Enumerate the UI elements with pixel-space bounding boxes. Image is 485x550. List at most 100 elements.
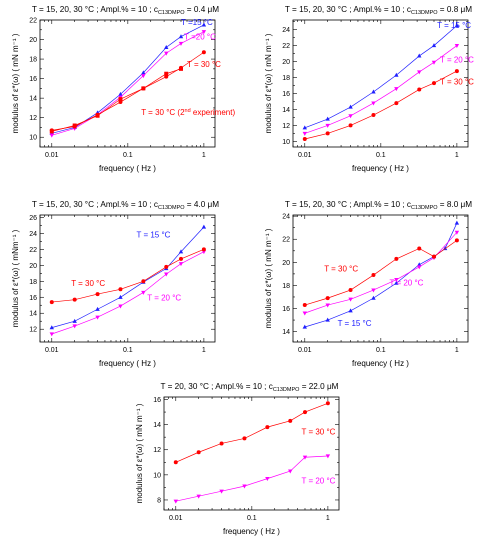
data-point: [72, 123, 77, 128]
series-2: [302, 43, 460, 136]
data-point: [454, 238, 459, 243]
x-axis-label: frequency ( Hz ): [99, 359, 156, 368]
y-tick-label: 18: [282, 283, 290, 290]
data-point: [178, 66, 183, 71]
title-part: T = 15, 20, 30 °C ; Ampl.% = 10 ; c: [32, 200, 158, 209]
data-point: [196, 494, 201, 499]
data-point: [201, 50, 206, 55]
plot-frame: [292, 19, 469, 148]
data-point: [417, 70, 422, 75]
data-point: [454, 69, 459, 74]
data-point: [394, 87, 399, 92]
x-tick-label: 1: [326, 515, 330, 522]
series-line: [304, 232, 458, 314]
y-tick-label: 12: [282, 123, 290, 130]
series-line: [304, 70, 458, 140]
series-label: T = 30 °C: [440, 78, 474, 87]
y-tick-label: 24: [29, 231, 37, 238]
title-part: = 0.8 μM: [438, 5, 473, 14]
y-tick-label: 12: [153, 447, 161, 454]
y-tick-label: 24: [282, 27, 290, 34]
data-point: [164, 44, 169, 49]
series-label-part: T =15 °C: [181, 18, 213, 27]
series-label: T = 15 °C: [437, 21, 471, 30]
data-point: [201, 250, 207, 255]
y-tick-label: 20: [282, 260, 290, 267]
data-point: [196, 450, 201, 455]
y-tick-label: 18: [29, 57, 37, 64]
data-point: [178, 256, 183, 261]
series-label: T = 20 °C: [389, 278, 423, 287]
series-line: [51, 24, 205, 134]
plot-frame: [39, 214, 216, 343]
y-axis-label: modulus of ε*(ω) ( mNm⁻¹ ): [11, 229, 20, 327]
series-3: [49, 247, 206, 305]
x-tick-label: 0.1: [376, 347, 386, 354]
title-part: = 0.4 μM: [185, 5, 220, 14]
series-label-part: T = 15 °C: [437, 21, 471, 30]
series-1: [173, 401, 330, 465]
plot-frame: [163, 396, 340, 511]
chart-title: T = 15, 20, 30 °C ; Ampl.% = 10 ; cC13DM…: [32, 200, 219, 211]
data-point: [49, 300, 54, 305]
data-point: [164, 71, 169, 76]
chart-5: T = 20, 30 °C ; Ampl.% = 10 ; cC13DMPO =…: [135, 382, 340, 536]
chart-2: T = 15, 20, 30 °C ; Ampl.% = 10 ; cC13DM…: [264, 5, 474, 173]
data-point: [417, 265, 422, 270]
x-tick-label: 1: [455, 347, 459, 354]
data-point: [302, 324, 307, 329]
chart-3: T = 15, 20, 30 °C ; Ampl.% = 10 ; cC13DM…: [11, 200, 219, 368]
data-point: [141, 290, 146, 295]
data-point: [141, 279, 146, 284]
y-axis-label: modulus of ε*(ω) ( mN m⁻¹ ): [264, 228, 273, 328]
title-part: T = 15, 20, 30 °C ; Ampl.% = 10 ; c: [32, 5, 158, 14]
series-label: T =20 °C: [184, 33, 216, 42]
data-point: [325, 131, 330, 136]
y-tick-label: 16: [153, 397, 161, 404]
series-label: T = 30 °C: [187, 60, 221, 69]
data-point: [288, 418, 293, 423]
series-label-part: T = 15 °C: [136, 230, 170, 239]
data-point: [454, 220, 460, 225]
data-point: [394, 101, 399, 106]
title-subscript: C13DMPO: [273, 387, 300, 393]
series-label-part: T = 30 °C: [71, 279, 105, 288]
data-point: [371, 101, 376, 106]
data-point: [265, 477, 270, 482]
data-point: [348, 288, 353, 293]
series-label-part: T = 20 °C: [302, 477, 336, 486]
x-tick-label: 1: [455, 152, 459, 159]
data-point: [178, 249, 184, 254]
x-axis-label: frequency ( Hz ): [223, 527, 280, 536]
x-axis-label: frequency ( Hz ): [352, 359, 409, 368]
data-point: [95, 315, 100, 320]
data-point: [288, 469, 293, 474]
x-tick-label: 0.1: [247, 515, 257, 522]
y-tick-label: 16: [29, 76, 37, 83]
y-tick-label: 18: [29, 279, 37, 286]
data-point: [454, 230, 460, 235]
series-label: T = 30 °C: [71, 279, 105, 288]
data-point: [348, 123, 353, 128]
data-point: [118, 97, 123, 102]
title-subscript: C13DMPO: [411, 10, 438, 16]
series-label: T =15 °C: [181, 18, 213, 27]
data-point: [302, 303, 307, 308]
data-point: [118, 294, 123, 299]
x-tick-label: 0.1: [123, 152, 133, 159]
plot-frame: [292, 214, 469, 343]
series-label-part: T = 20 °C: [389, 278, 423, 287]
data-point: [72, 297, 77, 302]
series-label: T = 30 °C: [324, 265, 358, 274]
y-axis-label: modulus of ε*(ω) ( mN m⁻¹ ): [11, 33, 20, 133]
data-point: [394, 256, 399, 261]
y-axis-label: modulus of ε*(ω) ( mN m⁻¹ ): [264, 33, 273, 133]
y-tick-label: 14: [282, 107, 290, 114]
data-point: [49, 325, 54, 330]
data-point: [371, 113, 376, 118]
y-tick-label: 20: [29, 37, 37, 44]
series-label-superscript: nd: [185, 108, 191, 114]
series-1: [49, 224, 207, 330]
series-label-part: T = 15 °C: [338, 319, 372, 328]
